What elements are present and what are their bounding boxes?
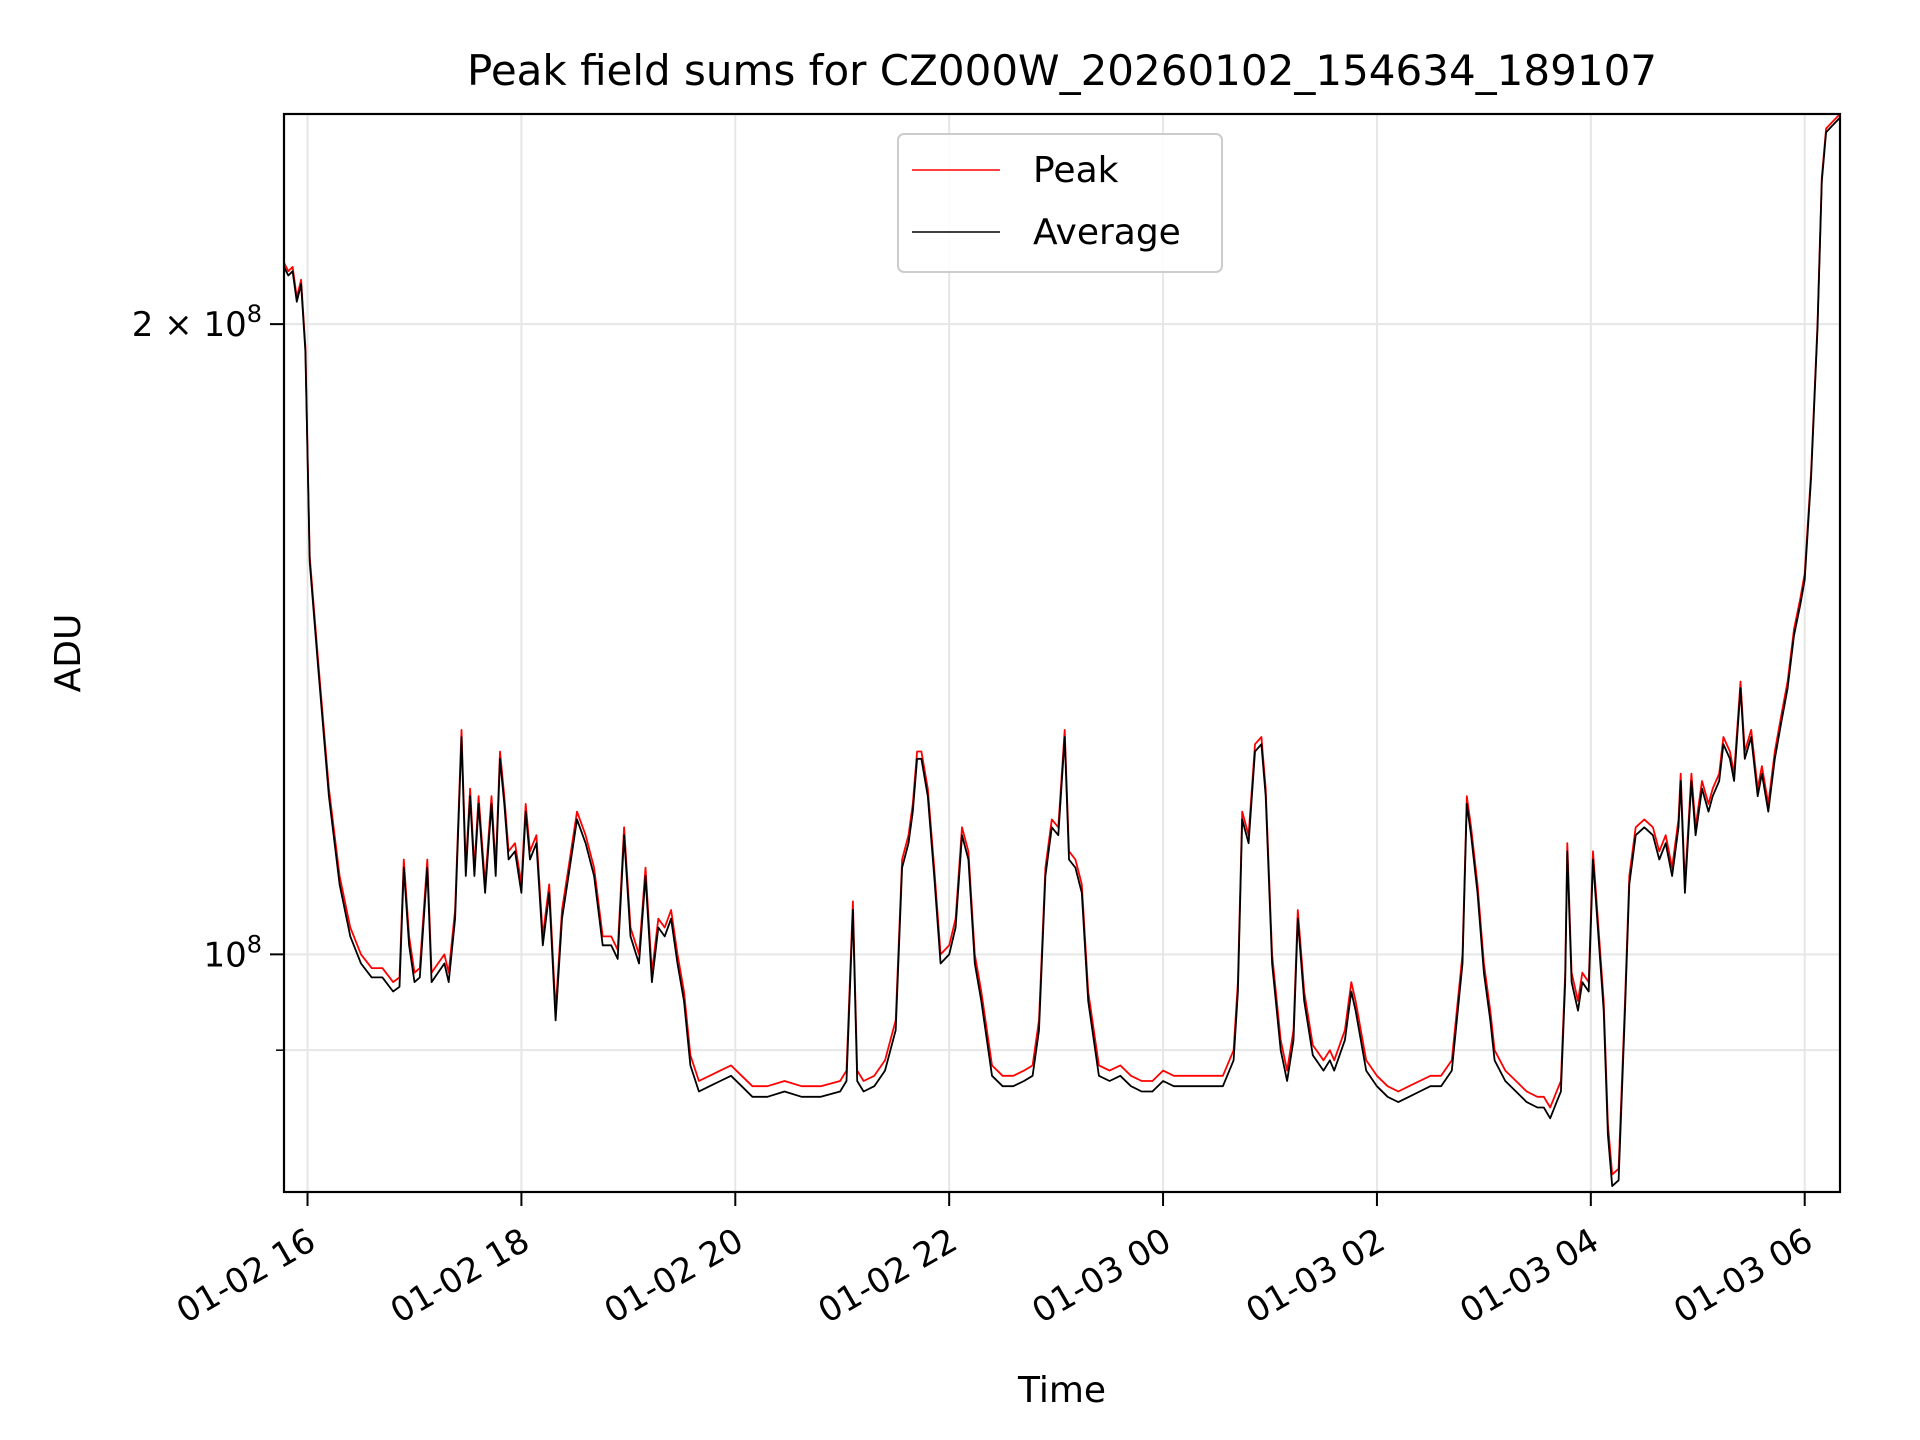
series-line-average <box>283 116 1841 1187</box>
y-tick-exponent: 8 <box>247 930 262 958</box>
x-tick-label: 01-03 02 <box>1239 1221 1391 1332</box>
x-tick-label: 01-02 20 <box>598 1221 750 1332</box>
plot-frame <box>282 112 1842 1194</box>
x-tick-label: 01-02 16 <box>170 1221 322 1332</box>
grid-lines <box>284 114 1840 1192</box>
y-tick-mantissa: 2 × 10 <box>132 305 247 345</box>
legend-box <box>897 133 1223 273</box>
y-tick-label: 2 × 108 <box>132 300 262 345</box>
x-tick-label: 01-03 06 <box>1667 1221 1819 1332</box>
legend-label-peak: Peak <box>1033 150 1119 191</box>
legend-label-average: Average <box>1033 212 1181 253</box>
x-tick-label: 01-02 22 <box>812 1221 964 1332</box>
series-line-peak <box>283 113 1841 1176</box>
x-tick-label: 01-03 04 <box>1453 1221 1605 1332</box>
x-axis-ticks: 01-02 16 01-02 18 01-02 20 01-02 22 01-03 00… <box>170 1192 1820 1332</box>
y-axis-label: ADU <box>48 614 89 693</box>
x-tick-label: 01-03 00 <box>1026 1221 1178 1332</box>
legend: Peak Average <box>897 133 1223 273</box>
series-layer <box>283 113 1841 1187</box>
y-tick-label: 108 <box>203 930 262 975</box>
chart-title: Peak field sums for CZ000W_20260102_1546… <box>467 46 1657 95</box>
x-tick-label: 01-02 18 <box>384 1221 536 1332</box>
y-tick-exponent: 8 <box>247 300 262 328</box>
y-tick-mantissa: 10 <box>203 935 246 975</box>
x-axis-label: Time <box>1017 1370 1106 1411</box>
